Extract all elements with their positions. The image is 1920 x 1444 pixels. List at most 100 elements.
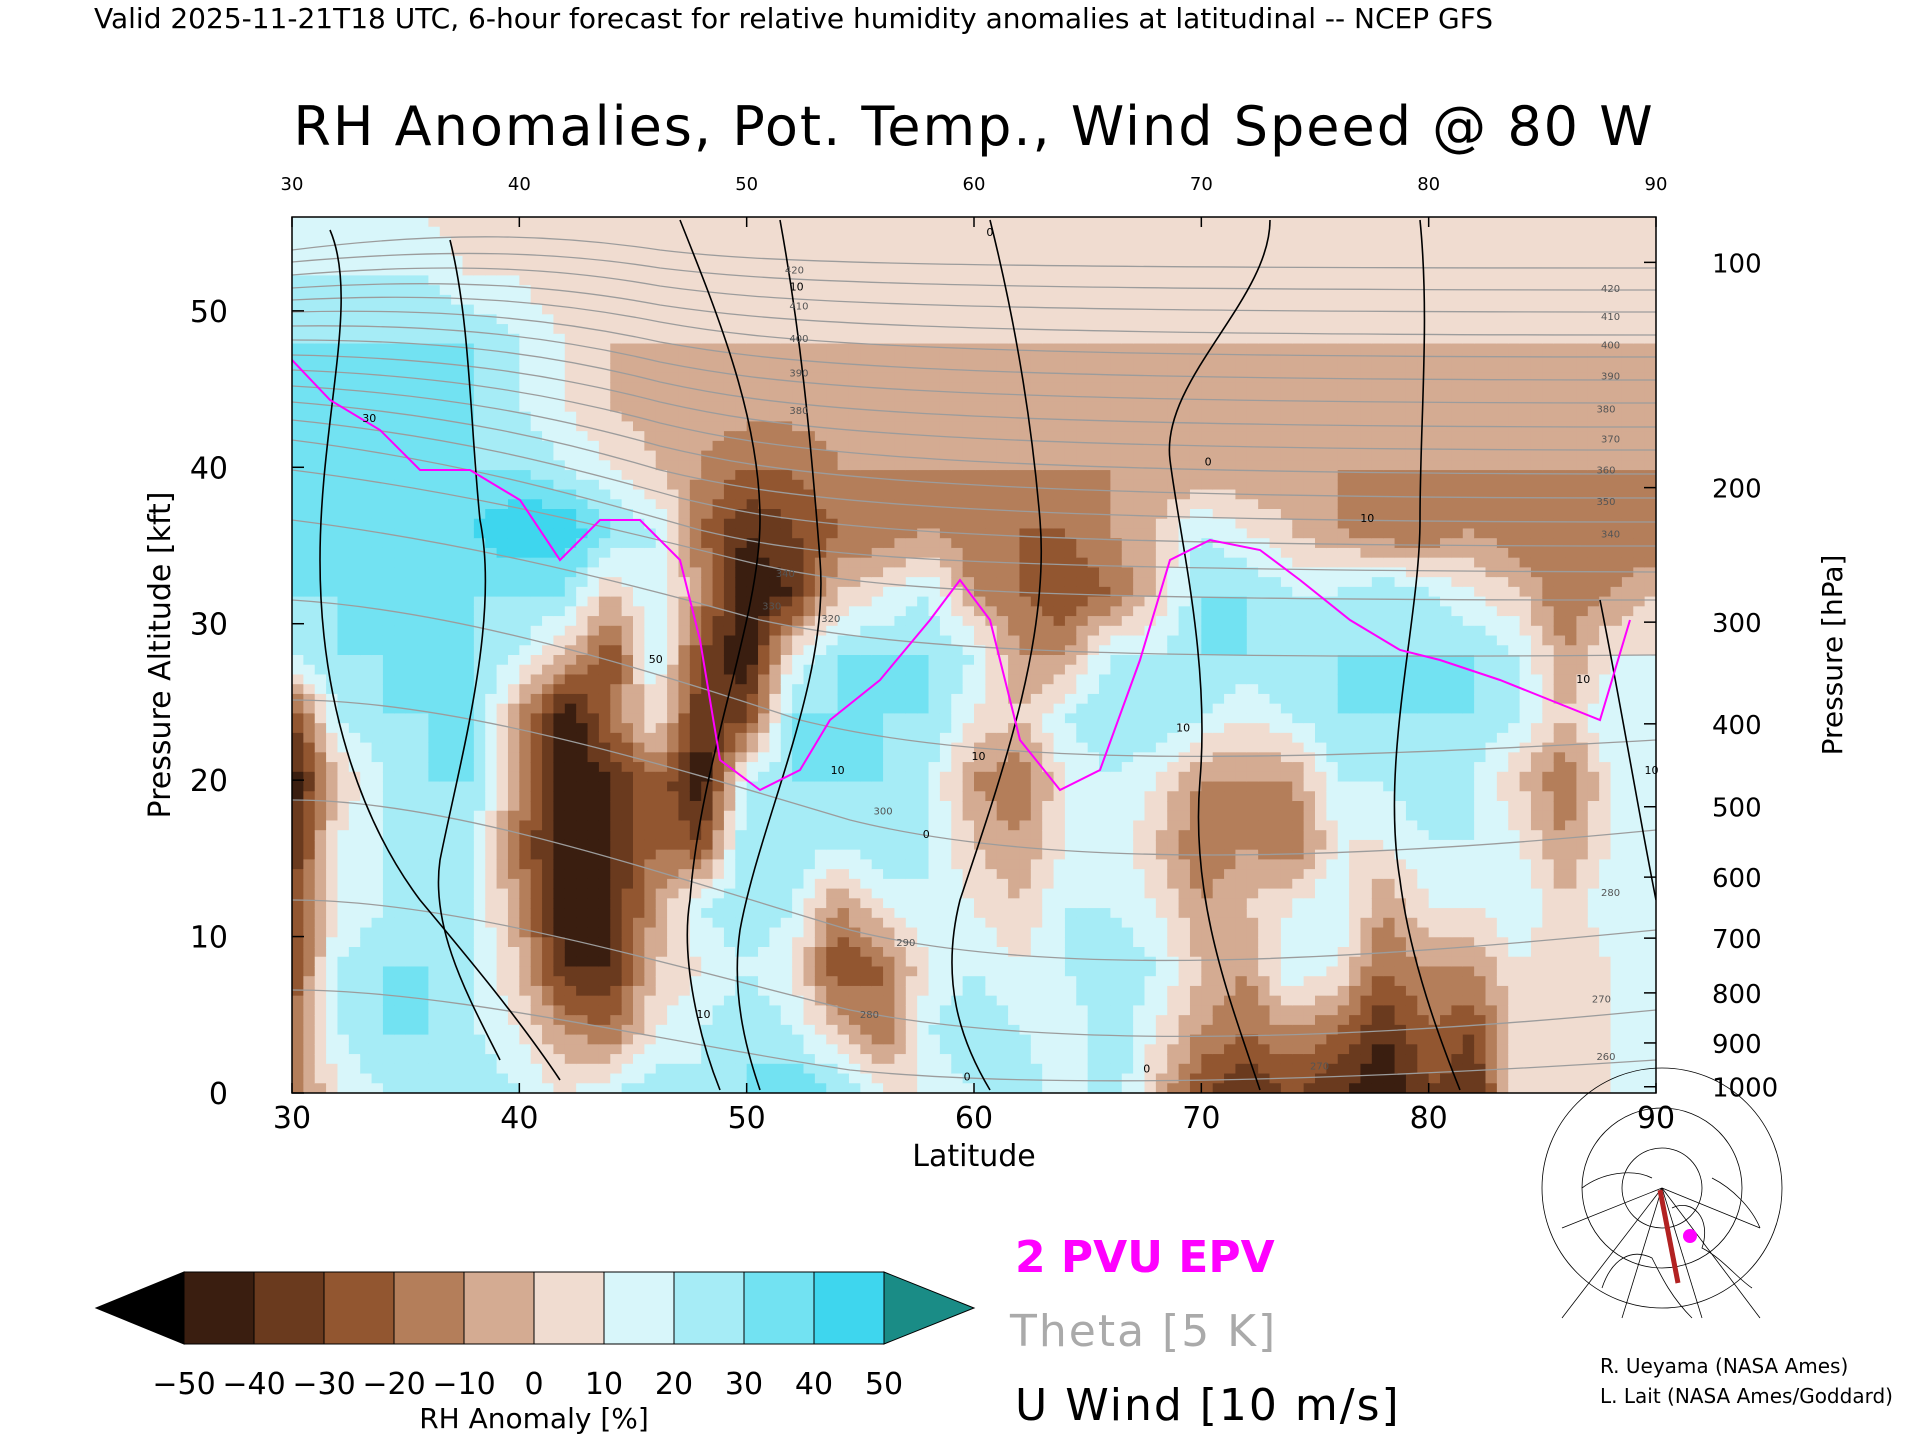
rh-cell (314, 411, 327, 422)
rh-cell (610, 888, 623, 899)
rh-cell (326, 1054, 339, 1065)
rh-cell (848, 839, 861, 851)
rh-cell (678, 771, 691, 783)
rh-cell (723, 1015, 736, 1026)
rh-cell (473, 1034, 486, 1045)
rh-cell (848, 401, 861, 413)
rh-cell (542, 1015, 555, 1026)
rh-cell (598, 908, 611, 919)
rh-cell (792, 830, 805, 841)
rh-cell (905, 820, 918, 831)
rh-cell (326, 285, 339, 296)
rh-cell (303, 898, 316, 909)
rh-cell (360, 655, 373, 666)
rh-cell (871, 401, 884, 413)
rh-cell (428, 538, 441, 549)
rh-cell (610, 791, 623, 802)
rh-cell (337, 460, 350, 471)
rh-cell (564, 1054, 577, 1065)
rh-cell (712, 596, 725, 607)
rh-cell (712, 606, 725, 617)
rh-cell (417, 1054, 429, 1065)
rh-cell (883, 781, 896, 792)
rh-cell (326, 411, 339, 422)
rh-cell (564, 908, 577, 919)
rh-cell (348, 693, 361, 705)
rh-cell (860, 625, 873, 637)
rh-cell (553, 1054, 566, 1065)
rh-cell (769, 684, 782, 695)
rh-cell (507, 616, 520, 627)
rh-cell (780, 1024, 793, 1036)
rh-cell (303, 509, 316, 520)
rh-cell (758, 1073, 770, 1084)
rh-cell (860, 976, 873, 987)
rh-cell (894, 314, 907, 325)
rh-cell (905, 518, 918, 530)
rh-cell (507, 830, 520, 841)
rh-cell (678, 596, 691, 607)
rh-cell (394, 859, 407, 870)
rh-cell (758, 625, 770, 637)
rh-cell (417, 538, 429, 549)
rh-cell (587, 878, 600, 890)
rh-cell (792, 431, 805, 442)
rh-cell (894, 324, 907, 335)
rh-cell (723, 878, 736, 890)
rh-cell (417, 255, 429, 267)
rh-cell (712, 479, 725, 491)
rh-cell (780, 1073, 793, 1084)
rh-cell (473, 431, 486, 442)
rh-cell (712, 771, 725, 783)
rh-cell (610, 742, 623, 753)
rh-cell (917, 645, 930, 656)
rh-cell (507, 995, 520, 1006)
rh-cell (519, 1073, 532, 1084)
rh-cell (860, 1015, 873, 1026)
rh-cell (792, 635, 805, 646)
rh-cell (814, 723, 827, 734)
rh-cell (507, 372, 520, 384)
rh-cell (871, 567, 884, 578)
rh-cell (655, 849, 668, 860)
rh-cell (655, 392, 668, 403)
rh-cell (564, 567, 577, 578)
rh-cell (530, 830, 543, 841)
rh-cell (655, 947, 668, 958)
rh-cell (348, 499, 361, 510)
rh-cell (360, 1083, 373, 1093)
rh-cell (758, 499, 770, 510)
rh-cell (883, 324, 896, 335)
rh-cell (303, 1054, 316, 1065)
rh-cell (712, 324, 725, 335)
rh-cell (644, 479, 657, 491)
rh-cell (860, 353, 873, 364)
rh-cell (542, 723, 555, 734)
rh-cell (610, 762, 623, 773)
rh-cell (735, 586, 748, 598)
rh-cell (382, 236, 395, 247)
rh-cell (473, 976, 486, 987)
rh-cell (769, 518, 782, 530)
rh-cell (803, 567, 816, 578)
rh-cell (894, 431, 907, 442)
rh-cell (326, 538, 339, 549)
rh-cell (803, 450, 816, 461)
rh-cell (326, 781, 339, 792)
rh-cell (326, 742, 339, 753)
rh-cell (303, 693, 316, 705)
rh-cell (405, 401, 418, 413)
rh-cell (905, 596, 918, 607)
rh-cell (451, 236, 464, 247)
rh-cell (598, 869, 611, 880)
rh-cell (894, 937, 907, 948)
rh-cell (769, 801, 782, 812)
rh-cell (860, 830, 873, 841)
rh-cell (883, 528, 896, 539)
rh-cell (587, 470, 600, 481)
rh-cell (439, 762, 452, 773)
rh-cell (530, 1034, 543, 1045)
rh-cell (473, 937, 486, 948)
rh-cell (871, 363, 884, 374)
rh-cell (871, 265, 884, 276)
